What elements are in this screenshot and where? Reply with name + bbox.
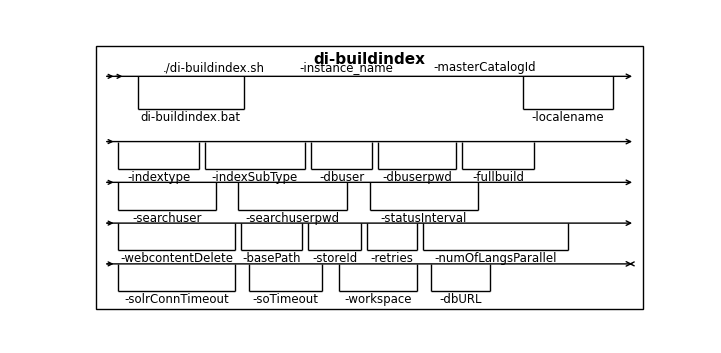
Text: -searchuserpwd: -searchuserpwd <box>246 212 340 225</box>
Text: -dbuserpwd: -dbuserpwd <box>382 171 452 184</box>
Text: -masterCatalogId: -masterCatalogId <box>434 61 536 74</box>
Text: -storeId: -storeId <box>312 252 357 265</box>
Text: -soTimeout: -soTimeout <box>252 293 319 306</box>
Text: -indextype: -indextype <box>127 171 190 184</box>
Text: -instance_name: -instance_name <box>300 61 394 74</box>
Text: -webcontentDelete: -webcontentDelete <box>120 252 233 265</box>
Text: -solrConnTimeout: -solrConnTimeout <box>124 293 229 306</box>
Text: -fullbuild: -fullbuild <box>472 171 524 184</box>
Text: -dbURL: -dbURL <box>439 293 482 306</box>
Text: -retries: -retries <box>371 252 413 265</box>
Text: -basePath: -basePath <box>242 252 301 265</box>
Text: -numOfLangsParallel: -numOfLangsParallel <box>434 252 557 265</box>
Text: di-buildindex.bat: di-buildindex.bat <box>141 111 241 124</box>
Text: di-buildindex: di-buildindex <box>314 52 425 67</box>
Text: -dbuser: -dbuser <box>319 171 364 184</box>
Text: -searchuser: -searchuser <box>132 212 202 225</box>
Text: -indexSubType: -indexSubType <box>212 171 298 184</box>
Text: ./di-buildindex.sh: ./di-buildindex.sh <box>163 61 265 74</box>
Text: -workspace: -workspace <box>344 293 412 306</box>
Text: -localename: -localename <box>531 111 604 124</box>
Text: -statusInterval: -statusInterval <box>381 212 467 225</box>
